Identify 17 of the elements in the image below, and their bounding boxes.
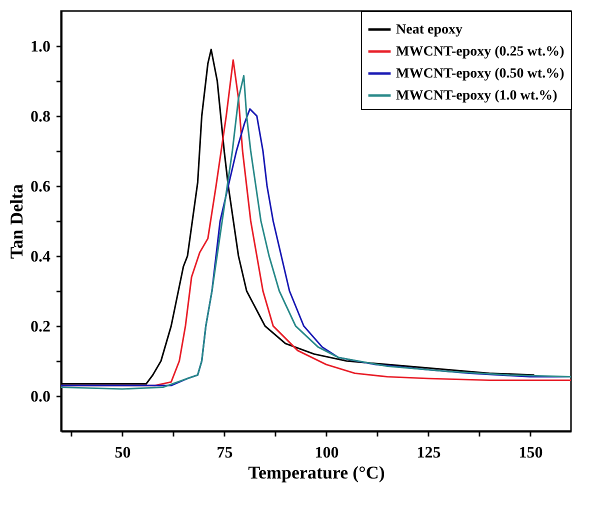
x-tick-label: 150 (518, 444, 543, 462)
x-tick-label: 75 (216, 444, 233, 462)
legend-label: MWCNT-epoxy (1.0 wt.%) (396, 88, 558, 104)
y-tick-label: 0.8 (30, 108, 50, 126)
x-axis-title: Temperature (°C) (248, 462, 385, 482)
x-tick-label: 50 (114, 444, 131, 462)
legend-label: MWCNT-epoxy (0.25 wt.%) (396, 44, 565, 60)
legend-label: MWCNT-epoxy (0.50 wt.%) (396, 66, 565, 82)
y-tick-label: 1.0 (30, 38, 50, 56)
x-tick-label: 100 (314, 444, 339, 462)
y-axis-title: Tan Delta (6, 184, 26, 259)
y-tick-label: 0.4 (30, 248, 50, 266)
y-tick-label: 0.6 (30, 178, 50, 196)
y-tick-label: 0.2 (30, 318, 50, 336)
x-tick-label: 125 (416, 444, 441, 462)
y-tick-label: 0.0 (30, 388, 50, 406)
legend-label: Neat epoxy (396, 22, 462, 38)
